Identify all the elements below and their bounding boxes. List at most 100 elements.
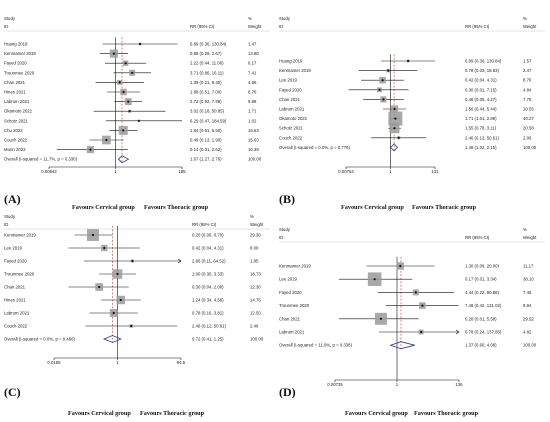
header-id: ID [4, 24, 8, 29]
study-point [137, 119, 141, 122]
study-weight: 18.73 [250, 272, 261, 277]
study-rr-ci: 0.20 (0.06, 0.70) [192, 233, 224, 238]
study-rr-ci: 2.46 (0.12, 50.61) [465, 135, 499, 140]
header-rr: RR (95% CI) [192, 222, 217, 227]
panel-a: Study ID RR (95% CI)% Weight Huang 2019 6.89 … [0, 0, 275, 211]
x-tick-label: 0.00542 [41, 169, 57, 174]
study-name: Couch 2022 [4, 138, 28, 143]
header-weight: Weight [250, 222, 264, 227]
study-weight: 20.58 [523, 126, 534, 131]
study-name: Lee 2019 [279, 277, 298, 282]
study-weight: 9.88 [248, 99, 257, 104]
study-name: Labrum 2021 [279, 107, 305, 112]
study-name: Trounmee 2020 [4, 272, 35, 277]
study-rr-ci: 3.71 (0.86, 16.11) [190, 70, 224, 75]
study-rr-ci: 0.46 (0.05, 4.27) [465, 97, 497, 102]
favours-left-a: Favours Cervical group [72, 204, 135, 211]
favours-right-d: Favours Thoracic group [414, 410, 479, 417]
study-weight: 38.10 [523, 277, 534, 282]
study-point [89, 148, 92, 151]
study-weight: 1.02 [248, 118, 257, 123]
study-weight: 14.76 [250, 298, 261, 303]
study-point [381, 79, 384, 82]
study-weight: 12.50 [250, 311, 261, 316]
favours-left-c: Favours Cervical group [68, 410, 131, 417]
overall-rr-ci: 1.48 (1.02, 2.15) [465, 145, 497, 150]
favours-left-d: Favours Cervical group [345, 410, 408, 417]
study-point [382, 98, 385, 101]
study-weight: 40.27 [523, 116, 534, 121]
overall-label: Overall (I-squared = 0.0%, p = 0.466) [4, 337, 76, 342]
study-point [98, 285, 101, 289]
overall-label: Overall (I-squared = 11.9%, p = 0.338) [279, 343, 353, 348]
study-name: Trounmee 2020 [4, 70, 35, 75]
study-weight: 10.39 [248, 147, 259, 152]
study-point [387, 69, 390, 72]
study-point [122, 129, 125, 132]
header-study: Study [4, 16, 16, 21]
study-point [116, 272, 119, 276]
overall-diamond [117, 155, 130, 164]
forest-plot-d: Study ID RR (95% CI)% Weight Kenmamer 2019 1.… [279, 227, 545, 387]
overall-rr-ci: 0.72 (0.41, 1.25) [192, 337, 224, 342]
study-weight: 29.52 [523, 316, 534, 321]
study-weight: 1.85 [250, 259, 259, 264]
study-name: Fayed 2020 [279, 87, 302, 92]
study-name: Chan 2021 [4, 80, 26, 85]
panel-c: Study ID RR (95% CI)% Weight Kenmamer 2019 0.… [0, 211, 275, 422]
study-rr-ci: 1.88 (0.51, 7.00) [190, 90, 222, 95]
study-point [103, 246, 106, 250]
header-rr: RR (95% CI) [465, 235, 490, 240]
study-point [124, 62, 127, 65]
study-name: Huang 2019 [4, 42, 28, 47]
study-point [122, 90, 125, 94]
study-weight: 16.63 [248, 128, 259, 133]
overall-weight: 100.00 [250, 337, 264, 342]
header-study: Study [279, 16, 291, 21]
ci-arrow [455, 329, 460, 335]
header-pct: % [248, 16, 252, 21]
x-tick-label: 185 [178, 169, 186, 174]
study-weight: 8.76 [523, 78, 532, 83]
study-weight: 1.47 [248, 42, 257, 47]
x-tick-label: 1 [116, 360, 119, 365]
study-rr-ci: 0.30 (0.01, 7.15) [465, 87, 497, 92]
header-weight: Weight [523, 24, 537, 29]
study-point [128, 110, 131, 113]
x-tick-label: 64.5 [177, 360, 186, 365]
study-point [393, 127, 396, 130]
study-name: Okamoto 2021 [279, 116, 308, 121]
study-point [420, 330, 423, 334]
study-point [118, 81, 121, 84]
x-tick-label: 131 [431, 169, 439, 174]
study-point [105, 138, 108, 142]
study-weight: 8.94 [523, 303, 532, 308]
study-rr-ci: 1.24 (0.34, 4.58) [192, 298, 224, 303]
study-rr-ci: 4.44 (0.22, 90.88) [465, 290, 499, 295]
study-rr-ci: 3.02 (0.18, 50.85) [190, 109, 224, 114]
study-name: Okamoto 2021 [4, 109, 33, 114]
panel-letter-b: (B) [279, 192, 295, 206]
header-id: ID [279, 235, 283, 240]
study-name: Labrum 2021 [279, 330, 305, 335]
study-weight: 4.86 [248, 80, 257, 85]
favours-right-b: Favours Thoracic group [412, 204, 477, 211]
study-weight: 2.47 [523, 68, 532, 73]
study-rr-ci: 0.78 (0.16, 3.81) [192, 311, 224, 316]
study-rr-ci: 0.17 (0.01, 3.34) [465, 277, 497, 282]
overall-weight: 100.00 [523, 145, 537, 150]
study-rr-ci: 1.84 (0.61, 5.50) [190, 128, 222, 133]
study-weight: 4.82 [523, 330, 532, 335]
panel-d: Study ID RR (95% CI)% Weight Kenmamer 2019 1.… [275, 211, 550, 422]
x-tick-label: 0.0155 [47, 360, 61, 365]
study-weight: 1.71 [248, 109, 257, 114]
study-name: Huang 2019 [279, 59, 303, 64]
header-weight: Weight [248, 24, 262, 29]
overall-weight: 100.00 [248, 157, 262, 162]
ci-arrow [177, 258, 182, 264]
study-rr-ci: 6.89 (0.36, 130.84) [465, 59, 502, 64]
x-tick-label: 1 [114, 169, 117, 174]
study-name: Kenmamer 2019 [4, 51, 36, 56]
study-weight: 29.30 [250, 233, 261, 238]
study-weight: 7.76 [523, 97, 532, 102]
